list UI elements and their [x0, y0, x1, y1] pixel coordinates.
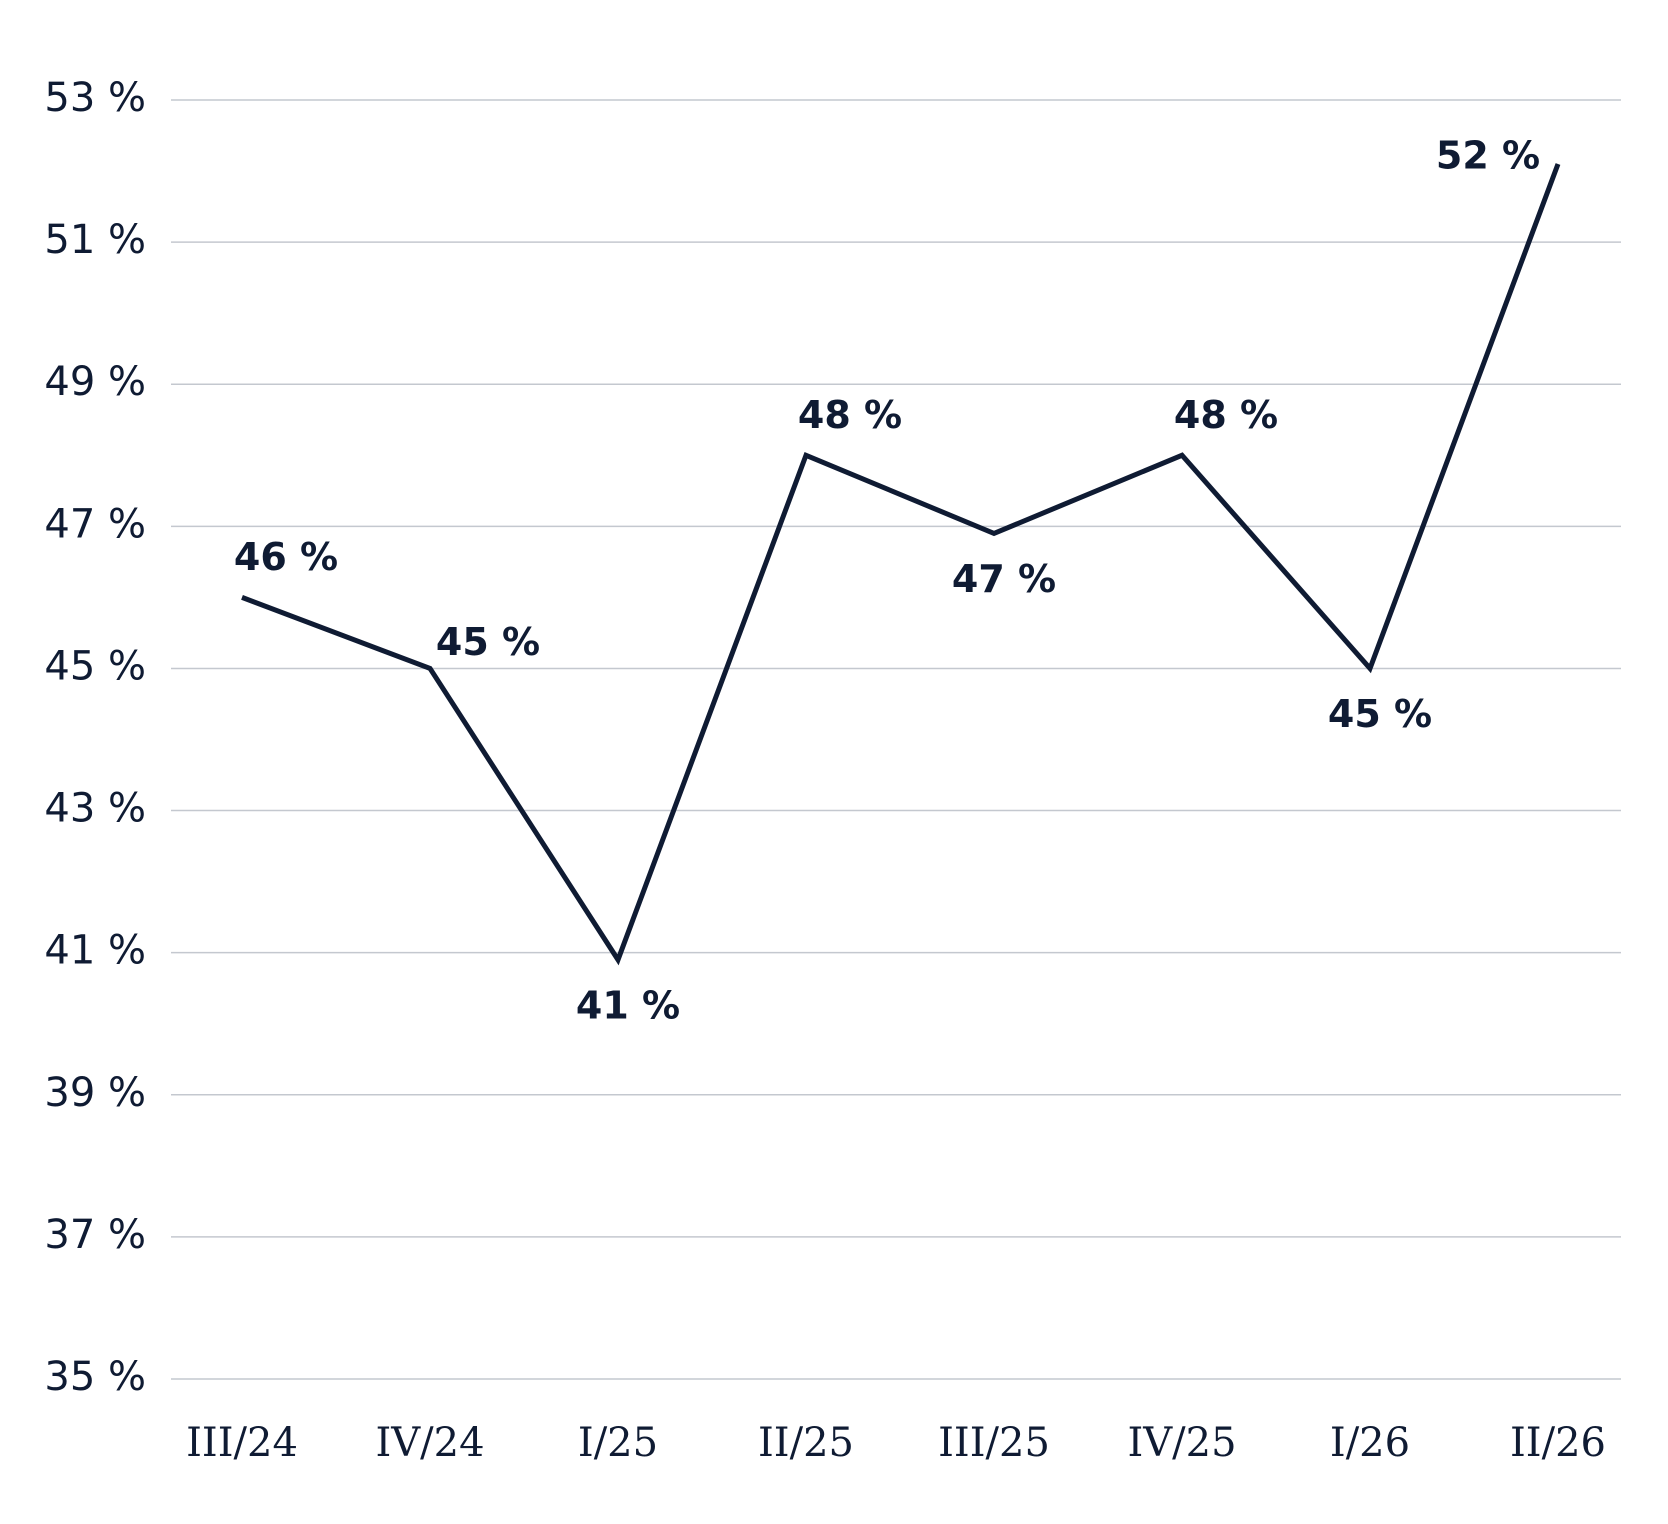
y-tick-label: 41 % — [44, 928, 146, 974]
y-tick-label: 35 % — [44, 1354, 146, 1400]
x-tick-label: II/25 — [758, 1420, 854, 1466]
x-tick-label: III/24 — [186, 1420, 298, 1466]
x-tick-label: I/26 — [1330, 1420, 1410, 1466]
data-label: 52 % — [1436, 133, 1540, 177]
data-label: 45 % — [436, 620, 540, 664]
data-label: 48 % — [1174, 393, 1278, 437]
x-tick-label: I/25 — [578, 1420, 658, 1466]
y-tick-label: 43 % — [44, 786, 146, 832]
line — [241, 163, 1561, 966]
x-tick-label: II/26 — [1510, 1420, 1606, 1466]
y-tick-label: 47 % — [44, 501, 146, 547]
x-tick-label: IV/24 — [375, 1420, 484, 1466]
y-tick-label: 51 % — [44, 217, 146, 263]
data-label: 47 % — [952, 557, 1056, 601]
data-label: 45 % — [1328, 692, 1432, 736]
data-label: 41 % — [576, 983, 680, 1027]
y-tick-label: 39 % — [44, 1070, 146, 1116]
y-tick-label: 53 % — [44, 75, 146, 121]
data-label: 48 % — [798, 393, 902, 437]
data-label: 46 % — [234, 535, 338, 579]
y-tick-label: 49 % — [44, 359, 146, 405]
x-tick-label: III/25 — [938, 1420, 1050, 1466]
x-tick-label: IV/25 — [1127, 1420, 1236, 1466]
y-tick-label: 37 % — [44, 1212, 146, 1258]
y-tick-label: 45 % — [44, 643, 146, 689]
